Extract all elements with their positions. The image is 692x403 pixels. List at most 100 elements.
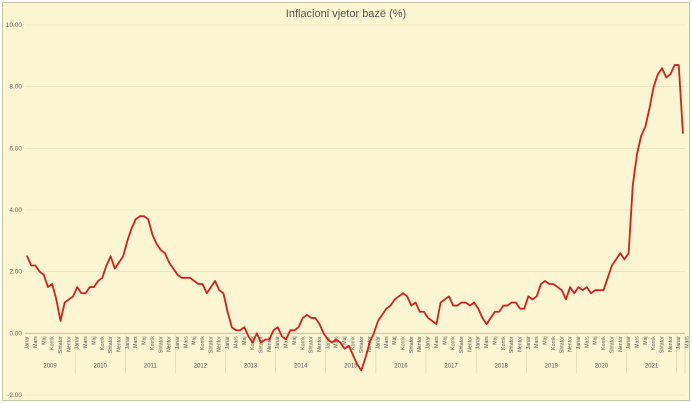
chart-title: Inflacioni vjetor bazë (%)	[286, 8, 406, 20]
x-tick-label: Korrik	[150, 336, 156, 350]
y-tick-label: 0.00	[9, 330, 22, 337]
x-tick-label: Mars	[534, 336, 540, 348]
year-label: 2010	[94, 363, 108, 369]
x-tick-label: Shtator	[509, 336, 515, 353]
y-tick-label: 6.00	[9, 145, 22, 152]
x-tick-label: Shtator	[158, 336, 164, 353]
x-tick-label: Nentor	[317, 336, 323, 352]
x-tick-label: Shtator	[58, 336, 64, 353]
x-tick-label: Nentor	[518, 336, 524, 352]
x-tick-label: Korrik	[451, 336, 457, 350]
x-tick-label: Shtator	[208, 336, 214, 353]
x-tick-label: Korrik	[350, 336, 356, 350]
x-tick-label: Mars	[334, 336, 340, 348]
x-tick-label: Nentor	[167, 336, 173, 352]
x-tick-label: Janar	[476, 336, 482, 349]
x-tick-label: Janar	[426, 336, 432, 349]
y-tick-label: 4.00	[9, 207, 22, 214]
x-tick-label: Mars	[634, 336, 640, 348]
x-tick-label: Maj	[492, 336, 498, 344]
x-tick-label: Shtator	[609, 336, 615, 353]
x-tick-label: Mars	[434, 336, 440, 348]
x-tick-label: Korrik	[100, 336, 106, 350]
x-tick-label: Janar	[576, 336, 582, 349]
year-label: 2013	[244, 363, 258, 369]
x-tick-label: Korrik	[651, 336, 657, 350]
x-tick-label: Janar	[626, 336, 632, 349]
x-tick-label: Maj	[41, 336, 47, 344]
x-tick-label: Janar	[325, 336, 331, 349]
x-tick-label: Nentor	[217, 336, 223, 352]
x-tick-label: Mars	[133, 336, 139, 348]
x-tick-label: Korrik	[50, 336, 56, 350]
x-tick-label: Maj	[543, 336, 549, 344]
y-tick-label: 10.00	[6, 22, 23, 29]
x-tick-label: Shtator	[108, 336, 114, 353]
x-tick-label: Nentor	[267, 336, 273, 352]
series-layer	[26, 64, 684, 372]
x-tick-label: Korrik	[601, 336, 607, 350]
x-tick-label: Nentor	[116, 336, 122, 352]
y-axis-ticks: -2.00 0.00 2.00 4.00 6.00 8.00 10.00	[6, 22, 23, 399]
x-axis-ticks: Janar Mars Maj Korrik Shtator Nentor2009Janar…	[25, 335, 689, 374]
series-line	[26, 64, 684, 372]
x-tick-label: Janar	[75, 336, 81, 349]
x-tick-label: Maj	[91, 336, 97, 344]
x-tick-label: Mars	[233, 336, 239, 348]
x-tick-label: Korrik	[501, 336, 507, 350]
line-chart: Inflacioni vjetor bazë (%) -2.00 0.00 2.00…	[6, 8, 689, 399]
year-label: 2014	[294, 363, 308, 369]
year-label: 2019	[545, 363, 559, 369]
x-tick-label: Shtator	[660, 336, 666, 353]
x-tick-label: Mars	[183, 336, 189, 348]
x-tick-label: Janar	[676, 336, 682, 349]
x-tick-label: Mars	[33, 336, 39, 348]
x-tick-label: Maj	[392, 336, 398, 344]
gridlines	[25, 24, 685, 396]
x-tick-label: Maj	[142, 336, 148, 344]
x-tick-label: Maj	[292, 336, 298, 344]
year-label: 2016	[394, 363, 408, 369]
year-label: 2021	[645, 363, 659, 369]
year-label: 2011	[144, 363, 158, 369]
x-tick-label: Nentor	[66, 336, 72, 352]
x-tick-label: Shtator	[459, 336, 465, 353]
x-tick-label: Maj	[242, 336, 248, 344]
y-tick-label: 2.00	[9, 269, 22, 276]
x-tick-label: Mars	[384, 336, 390, 348]
x-tick-label: Shtator	[559, 336, 565, 353]
x-tick-label: Janar	[375, 336, 381, 349]
year-label: 2015	[344, 363, 358, 369]
x-tick-label: Janar	[125, 336, 131, 349]
x-tick-label: Nentor	[467, 336, 473, 352]
year-label: 2009	[43, 363, 57, 369]
x-tick-label: Maj	[442, 336, 448, 344]
x-tick-label: Nentor	[568, 336, 574, 352]
x-tick-label: Mars	[685, 336, 689, 348]
x-tick-label: Maj	[643, 336, 649, 344]
year-label: 2020	[595, 363, 609, 369]
x-tick-label: Mars	[584, 336, 590, 348]
x-tick-label: Maj	[593, 336, 599, 344]
x-tick-label: Mars	[284, 336, 290, 348]
x-tick-label: Janar	[25, 336, 31, 349]
year-label: 2017	[444, 363, 458, 369]
y-tick-label: -2.00	[7, 392, 22, 399]
x-tick-label: Nentor	[668, 336, 674, 352]
x-tick-label: Janar	[225, 336, 231, 349]
x-tick-label: Shtator	[309, 336, 315, 353]
x-tick-label: Shtator	[409, 336, 415, 353]
x-tick-label: Korrik	[551, 336, 557, 350]
x-tick-label: Mars	[484, 336, 490, 348]
x-tick-label: Shtator	[359, 336, 365, 353]
x-tick-label: Janar	[526, 336, 532, 349]
x-tick-label: Korrik	[401, 336, 407, 350]
x-tick-label: Korrik	[300, 336, 306, 350]
x-tick-label: Janar	[175, 336, 181, 349]
x-tick-label: Janar	[275, 336, 281, 349]
year-label: 2018	[495, 363, 509, 369]
x-tick-label: Korrik	[200, 336, 206, 350]
year-label: 2012	[194, 363, 208, 369]
x-tick-label: Nentor	[417, 336, 423, 352]
